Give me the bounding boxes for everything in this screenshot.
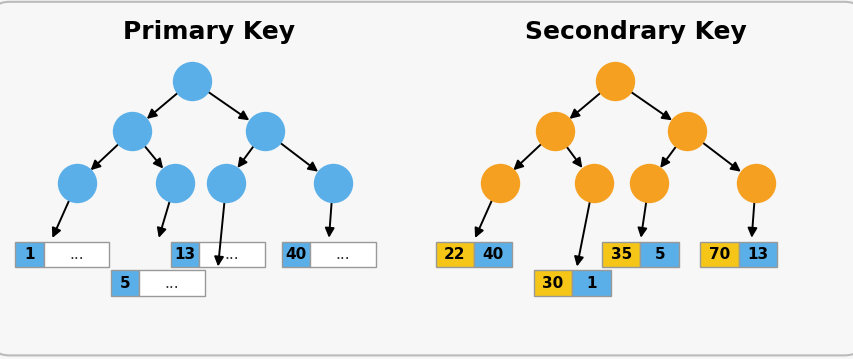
- FancyBboxPatch shape: [699, 242, 738, 267]
- Point: [326, 180, 339, 186]
- FancyBboxPatch shape: [738, 242, 776, 267]
- Text: 35: 35: [610, 247, 631, 262]
- Point: [219, 180, 233, 186]
- Text: 5: 5: [119, 276, 131, 291]
- Text: 5: 5: [653, 247, 664, 262]
- FancyBboxPatch shape: [15, 242, 44, 267]
- Text: 70: 70: [708, 247, 729, 262]
- FancyBboxPatch shape: [281, 242, 310, 267]
- FancyBboxPatch shape: [533, 270, 572, 296]
- FancyBboxPatch shape: [171, 242, 199, 267]
- Text: 1: 1: [585, 276, 596, 291]
- Text: ...: ...: [69, 247, 84, 262]
- FancyBboxPatch shape: [640, 242, 678, 267]
- FancyBboxPatch shape: [44, 242, 109, 267]
- FancyBboxPatch shape: [473, 242, 512, 267]
- Text: ...: ...: [224, 247, 239, 262]
- FancyBboxPatch shape: [572, 270, 610, 296]
- FancyBboxPatch shape: [435, 242, 473, 267]
- Text: 1: 1: [24, 247, 35, 262]
- Text: 22: 22: [444, 247, 465, 262]
- Text: 30: 30: [542, 276, 563, 291]
- FancyBboxPatch shape: [199, 242, 264, 267]
- Text: ...: ...: [335, 247, 350, 262]
- Point: [70, 180, 84, 186]
- Text: 13: 13: [174, 247, 195, 262]
- Point: [586, 180, 600, 186]
- Point: [258, 128, 271, 134]
- FancyBboxPatch shape: [601, 242, 640, 267]
- Point: [492, 180, 506, 186]
- Text: 40: 40: [285, 247, 306, 262]
- Text: 40: 40: [482, 247, 503, 262]
- Point: [168, 180, 182, 186]
- Point: [680, 128, 693, 134]
- Text: ...: ...: [165, 276, 179, 291]
- Point: [607, 78, 621, 84]
- FancyBboxPatch shape: [310, 242, 375, 267]
- Point: [748, 180, 762, 186]
- Point: [125, 128, 139, 134]
- Text: 13: 13: [746, 247, 768, 262]
- FancyBboxPatch shape: [111, 270, 139, 296]
- Point: [641, 180, 655, 186]
- Text: Secondrary Key: Secondrary Key: [525, 20, 746, 44]
- Point: [185, 78, 199, 84]
- FancyBboxPatch shape: [139, 270, 205, 296]
- Point: [548, 128, 561, 134]
- Text: Primary Key: Primary Key: [123, 20, 295, 44]
